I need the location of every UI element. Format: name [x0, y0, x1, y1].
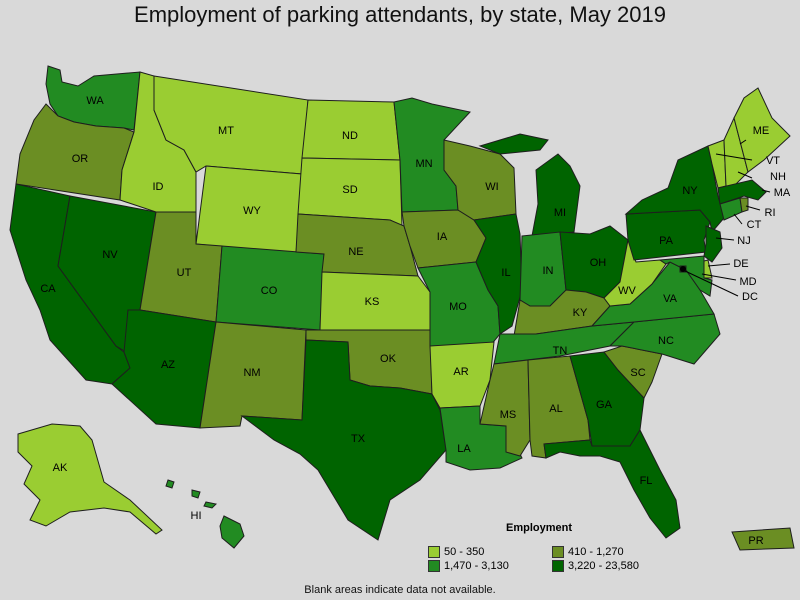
state-AK[interactable] — [17, 423, 163, 535]
state-label-WA: WA — [86, 95, 104, 107]
state-label-DE: DE — [733, 258, 748, 270]
map-title: Employment of parking attendants, by sta… — [134, 2, 666, 27]
state-label-MD: MD — [739, 276, 756, 288]
legend-label-1: 50 - 350 — [444, 546, 485, 558]
state-label-IA: IA — [437, 231, 448, 243]
state-label-VT: VT — [766, 155, 780, 167]
state-label-WI: WI — [485, 181, 498, 193]
legend-label-4: 3,220 - 23,580 — [568, 560, 639, 572]
legend-item-4: 3,220 - 23,580 — [552, 560, 639, 572]
state-label-OH: OH — [590, 257, 607, 269]
state-label-NV: NV — [102, 249, 118, 261]
state-label-MO: MO — [449, 301, 467, 313]
state-label-NY: NY — [682, 185, 698, 197]
state-label-MS: MS — [500, 409, 517, 421]
state-label-AZ: AZ — [161, 359, 175, 371]
state-label-IL: IL — [501, 267, 510, 279]
state-label-TX: TX — [351, 433, 366, 445]
state-label-FL: FL — [640, 475, 653, 487]
legend-swatch-1 — [428, 546, 440, 558]
state-label-NE: NE — [348, 246, 363, 258]
state-label-AR: AR — [453, 366, 468, 378]
state-label-DC: DC — [742, 291, 758, 303]
legend-title: Employment — [506, 522, 573, 534]
state-label-HI: HI — [191, 510, 202, 522]
legend-item-3: 1,470 - 3,130 — [428, 560, 509, 572]
state-label-AL: AL — [549, 403, 562, 415]
state-TX[interactable] — [240, 339, 447, 541]
state-label-CA: CA — [40, 283, 56, 295]
state-NH[interactable] — [723, 116, 749, 187]
state-RI[interactable] — [739, 197, 749, 213]
state-label-MI: MI — [554, 207, 566, 219]
state-label-CO: CO — [261, 285, 278, 297]
state-label-CT: CT — [747, 219, 762, 231]
state-label-WV: WV — [618, 285, 636, 297]
state-MD[interactable] — [658, 255, 713, 297]
legend-swatch-3 — [428, 560, 440, 572]
state-label-VA: VA — [663, 293, 678, 305]
state-label-KY: KY — [573, 307, 588, 319]
state-ME[interactable] — [733, 87, 791, 173]
state-label-SD: SD — [342, 184, 357, 196]
state-label-PR: PR — [748, 535, 763, 547]
state-label-LA: LA — [457, 443, 471, 455]
state-NY[interactable] — [624, 145, 725, 234]
state-NJ[interactable] — [703, 225, 723, 263]
state-label-GA: GA — [596, 399, 613, 411]
state-label-MN: MN — [415, 158, 432, 170]
footnote: Blank areas indicate data not available. — [304, 584, 496, 596]
legend-label-3: 1,470 - 3,130 — [444, 560, 509, 572]
state-MI[interactable] — [478, 133, 581, 237]
legend-swatch-4 — [552, 560, 564, 572]
state-label-ID: ID — [153, 181, 164, 193]
state-LA[interactable] — [439, 405, 523, 471]
legend-item-2: 410 - 1,270 — [552, 546, 624, 558]
state-label-IN: IN — [543, 265, 554, 277]
state-label-NM: NM — [243, 367, 260, 379]
state-label-UT: UT — [177, 267, 192, 279]
dc-marker — [680, 266, 686, 272]
state-label-NJ: NJ — [737, 235, 750, 247]
state-label-OR: OR — [72, 153, 89, 165]
state-label-PA: PA — [659, 235, 674, 247]
state-HI[interactable] — [165, 479, 245, 549]
state-label-KS: KS — [365, 296, 380, 308]
legend-item-1: 50 - 350 — [428, 546, 484, 558]
leader-lines — [682, 139, 771, 297]
state-label-MA: MA — [774, 187, 791, 199]
state-FL[interactable] — [543, 428, 681, 539]
state-label-RI: RI — [765, 207, 776, 219]
legend-label-2: 410 - 1,270 — [568, 546, 624, 558]
state-PR[interactable] — [731, 527, 795, 551]
legend-swatch-2 — [552, 546, 564, 558]
state-label-NC: NC — [658, 335, 674, 347]
state-label-SC: SC — [630, 367, 645, 379]
state-label-WY: WY — [243, 205, 261, 217]
state-label-MT: MT — [218, 125, 234, 137]
state-label-ME: ME — [753, 125, 770, 137]
state-WA[interactable] — [45, 65, 141, 131]
state-label-OK: OK — [380, 353, 397, 365]
state-label-AK: AK — [53, 462, 68, 474]
state-label-NH: NH — [770, 171, 786, 183]
state-label-ND: ND — [342, 130, 358, 142]
state-label-TN: TN — [553, 345, 568, 357]
